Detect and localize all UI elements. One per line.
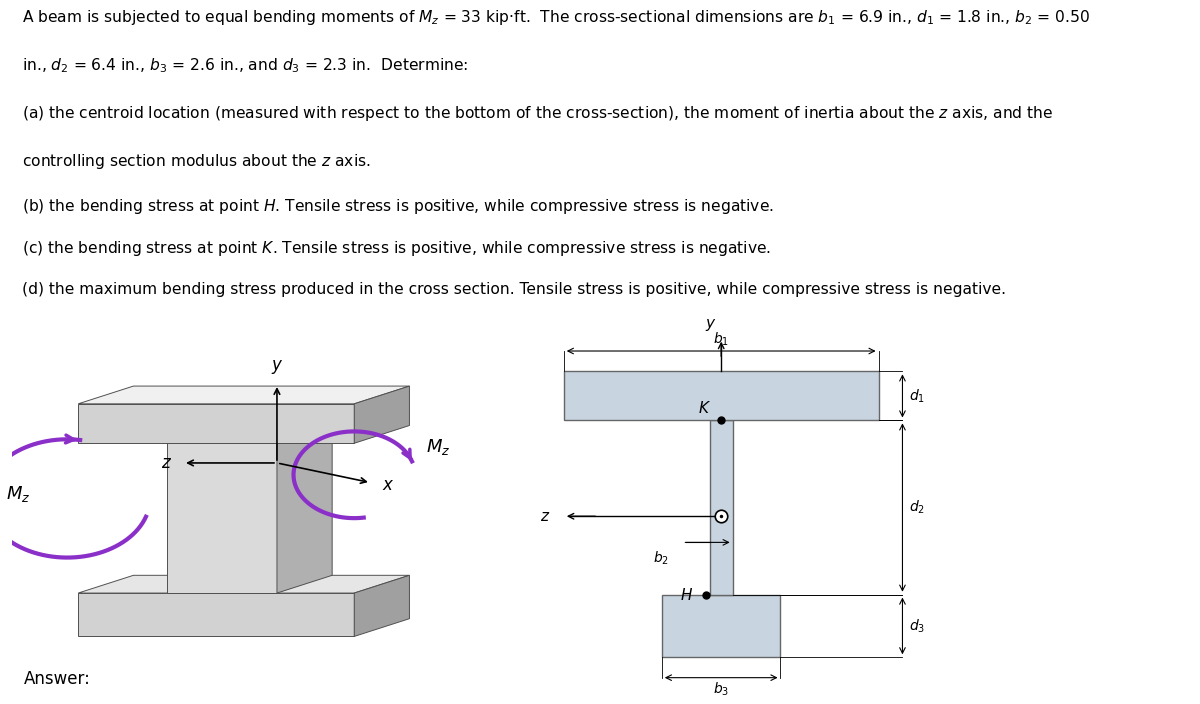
- Text: $M_z$: $M_z$: [6, 484, 31, 505]
- Text: $b_2$: $b_2$: [653, 550, 668, 567]
- Text: $K$: $K$: [698, 401, 710, 416]
- Polygon shape: [277, 425, 332, 593]
- Polygon shape: [78, 404, 354, 444]
- Text: (a) the centroid location (measured with respect to the bottom of the cross-sect: (a) the centroid location (measured with…: [22, 104, 1052, 123]
- Text: $d_2$: $d_2$: [910, 499, 925, 516]
- Text: (d) the maximum bending stress produced in the cross section. Tensile stress is : (d) the maximum bending stress produced …: [22, 282, 1006, 296]
- Polygon shape: [662, 595, 780, 658]
- Text: A beam is subjected to equal bending moments of $M_z$ = 33 kip$\cdot$ft.  The cr: A beam is subjected to equal bending mom…: [22, 8, 1090, 27]
- Text: $b_1$: $b_1$: [713, 330, 730, 348]
- Text: controlling section modulus about the $z$ axis.: controlling section modulus about the $z…: [22, 152, 371, 171]
- Polygon shape: [167, 444, 277, 593]
- Text: $d_1$: $d_1$: [910, 387, 925, 405]
- Text: (c) the bending stress at point $K$. Tensile stress is positive, while compressi: (c) the bending stress at point $K$. Ten…: [22, 239, 770, 258]
- Text: $y$: $y$: [706, 317, 716, 332]
- Polygon shape: [78, 386, 409, 404]
- Text: $x$: $x$: [382, 476, 395, 494]
- Text: $z$: $z$: [161, 454, 172, 472]
- Polygon shape: [564, 372, 878, 420]
- Text: in., $d_2$ = 6.4 in., $b_3$ = 2.6 in., and $d_3$ = 2.3 in.  Determine:: in., $d_2$ = 6.4 in., $b_3$ = 2.6 in., a…: [22, 56, 468, 75]
- Text: Answer:: Answer:: [24, 670, 91, 688]
- Text: $M_z$: $M_z$: [426, 437, 450, 457]
- Polygon shape: [354, 575, 409, 636]
- Text: $z$: $z$: [540, 509, 551, 524]
- Text: $d_3$: $d_3$: [910, 617, 925, 634]
- Text: $b_3$: $b_3$: [713, 681, 730, 698]
- Polygon shape: [710, 420, 732, 595]
- Text: $H$: $H$: [679, 586, 692, 603]
- Polygon shape: [78, 575, 409, 593]
- Polygon shape: [78, 593, 354, 636]
- Text: $y$: $y$: [271, 358, 283, 376]
- Polygon shape: [354, 386, 409, 444]
- Polygon shape: [167, 425, 332, 444]
- Text: (b) the bending stress at point $H$. Tensile stress is positive, while compressi: (b) the bending stress at point $H$. Ten…: [22, 197, 773, 216]
